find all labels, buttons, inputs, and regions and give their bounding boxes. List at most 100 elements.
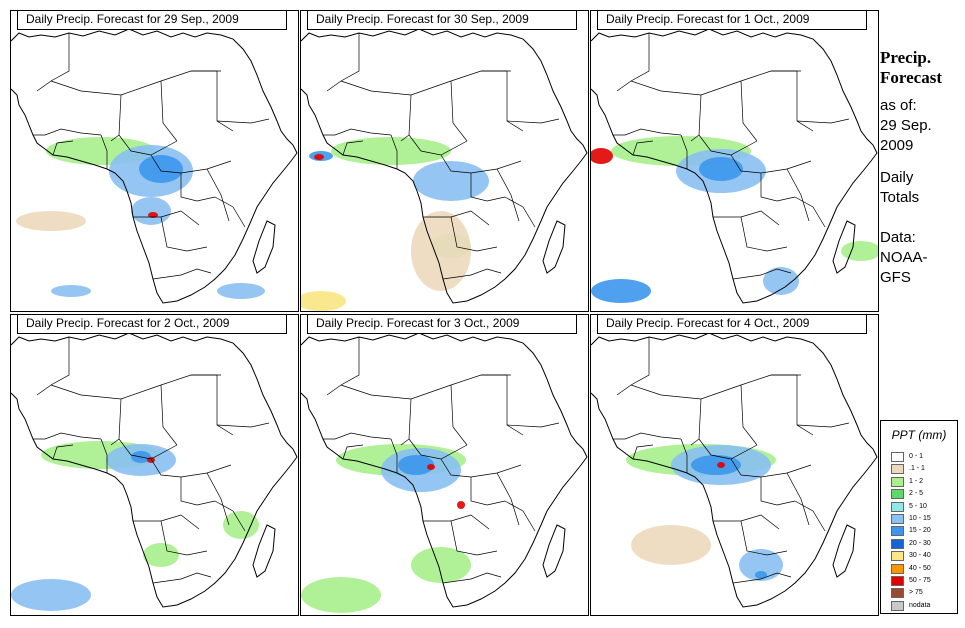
country-border xyxy=(408,134,468,156)
africa-map xyxy=(591,332,878,608)
country-border xyxy=(630,374,801,400)
country-border xyxy=(442,572,502,584)
legend-swatch xyxy=(891,600,904,611)
precip-area xyxy=(699,157,743,181)
legend-swatch xyxy=(891,452,904,462)
precip-area xyxy=(51,285,91,297)
country-border xyxy=(216,422,270,428)
coastline xyxy=(11,332,298,608)
country-border xyxy=(342,140,364,156)
data-source-line2: GFS xyxy=(880,269,911,286)
precip-area xyxy=(841,241,878,261)
country-border xyxy=(760,173,796,202)
legend-swatch xyxy=(891,563,904,574)
precip-area xyxy=(631,525,711,565)
country-border xyxy=(740,80,758,142)
forecast-panel-2: Daily Precip. Forecast for 30 Sep., 2009 xyxy=(300,10,589,312)
panel-title: Daily Precip. Forecast for 3 Oct., 2009 xyxy=(307,315,577,334)
legend-swatch xyxy=(891,489,904,500)
precip-area xyxy=(139,155,183,183)
africa-map xyxy=(591,28,878,304)
coastline xyxy=(301,332,588,608)
country-border xyxy=(323,128,392,136)
precip-area xyxy=(755,571,767,579)
precip-area xyxy=(148,212,158,218)
legend-swatch xyxy=(891,501,904,512)
country-border xyxy=(680,438,688,473)
legend-label: 20 - 30 xyxy=(909,539,931,547)
country-border xyxy=(442,268,502,280)
country-border xyxy=(794,196,826,228)
country-border xyxy=(630,70,801,96)
country-border xyxy=(613,128,682,136)
coastline xyxy=(301,28,588,304)
precip-area xyxy=(131,197,171,225)
precip-legend: PPT (mm) 0 - 1 .1 - 1 1 - 2 2 - 5 5 - 10 10 -… xyxy=(880,420,958,614)
country-border xyxy=(400,398,412,446)
country-border xyxy=(632,444,654,460)
country-border xyxy=(786,472,810,526)
country-border xyxy=(191,374,234,436)
country-border xyxy=(796,422,850,428)
legend-label: nodata xyxy=(909,601,931,609)
forecast-panel-6: Daily Precip. Forecast for 4 Oct., 2009 xyxy=(590,314,879,616)
legend-label: 40 - 50 xyxy=(909,564,931,572)
precip-area xyxy=(147,457,155,463)
country-border xyxy=(152,572,212,584)
madagascar-outline xyxy=(252,220,276,274)
country-border xyxy=(481,70,524,132)
country-border xyxy=(740,216,788,252)
precip-area xyxy=(691,455,741,475)
country-border xyxy=(36,33,70,92)
country-border xyxy=(423,514,490,530)
country-border xyxy=(214,196,246,228)
country-border xyxy=(450,520,498,556)
panel-title: Daily Precip. Forecast for 2 Oct., 2009 xyxy=(17,315,287,334)
madagascar-outline xyxy=(542,524,566,578)
legend-swatch xyxy=(891,588,904,599)
country-border xyxy=(160,216,208,252)
coastline xyxy=(11,28,298,304)
country-border xyxy=(496,472,520,526)
country-border xyxy=(326,33,360,92)
madagascar-outline xyxy=(542,220,566,274)
legend-label: 15 - 20 xyxy=(909,527,931,535)
forecast-panel-4: Daily Precip. Forecast for 2 Oct., 2009 xyxy=(10,314,299,616)
country-border xyxy=(118,134,178,156)
legend-label: 1 - 2 xyxy=(909,477,924,485)
country-border xyxy=(160,384,178,446)
precip-area xyxy=(143,543,179,567)
country-border xyxy=(713,210,780,226)
totals-label: Totals xyxy=(880,189,920,206)
precip-area xyxy=(16,211,86,231)
country-border xyxy=(390,134,398,169)
africa-map xyxy=(301,28,588,311)
country-border xyxy=(100,438,108,473)
precip-area xyxy=(301,291,346,311)
legend-swatch xyxy=(891,476,904,487)
country-border xyxy=(180,173,216,202)
country-border xyxy=(771,70,814,132)
legend-swatch xyxy=(891,551,904,562)
country-border xyxy=(52,444,74,460)
africa-map xyxy=(11,28,298,304)
legend-swatch xyxy=(891,576,904,586)
side-title-line1: Precip. xyxy=(880,48,932,67)
country-border xyxy=(133,210,200,226)
country-border xyxy=(160,80,178,142)
country-border xyxy=(616,33,650,92)
country-border xyxy=(180,477,216,506)
legend-label: 0 - 1 xyxy=(909,453,924,460)
side-title-line2: Forecast xyxy=(880,68,942,87)
precip-area xyxy=(301,577,381,613)
country-border xyxy=(342,444,364,460)
legend-label: > 75 xyxy=(909,589,923,597)
legend-label: 30 - 40 xyxy=(909,552,931,560)
country-border xyxy=(740,520,788,556)
country-border xyxy=(470,477,506,506)
precip-area xyxy=(717,462,725,468)
country-border xyxy=(794,500,826,532)
country-border xyxy=(698,438,758,460)
precip-area xyxy=(413,161,489,201)
precip-area xyxy=(314,154,324,160)
